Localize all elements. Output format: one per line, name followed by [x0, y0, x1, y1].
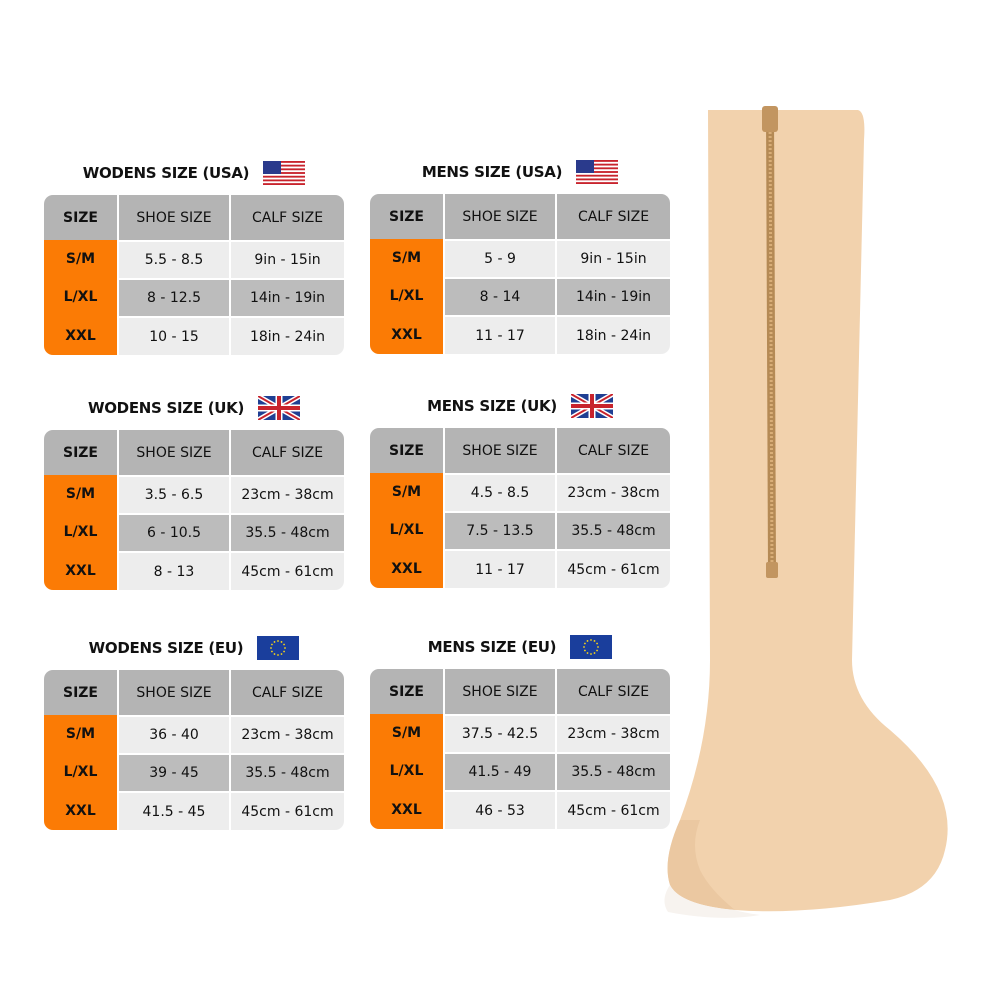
size-label: L/XL	[370, 511, 443, 549]
column-header: SHOE SIZE	[117, 430, 229, 475]
column-header: SHOE SIZE	[443, 194, 555, 239]
size-label: XXL	[370, 790, 443, 829]
table-cell: 8 - 14	[443, 277, 555, 315]
column-header: CALF SIZE	[229, 430, 344, 475]
table-cell: 23cm - 38cm	[555, 714, 670, 752]
size-label: L/XL	[44, 278, 117, 316]
size-label: S/M	[370, 473, 443, 511]
column-header: CALF SIZE	[555, 428, 670, 473]
chart-title: MENS SIZE (EU)	[370, 635, 670, 659]
column-header: SIZE	[44, 670, 117, 715]
size-label: XXL	[44, 551, 117, 590]
size-label: S/M	[44, 240, 117, 278]
chart-title: WODENS SIZE (EU)	[44, 636, 344, 660]
table-cell: 7.5 - 13.5	[443, 511, 555, 549]
table-cell: 23cm - 38cm	[229, 475, 344, 513]
table-cell: 35.5 - 48cm	[229, 753, 344, 791]
table-cell: 9in - 15in	[229, 240, 344, 278]
table-cell: 23cm - 38cm	[229, 715, 344, 753]
table-cell: 5 - 9	[443, 239, 555, 277]
chart-title: WODENS SIZE (UK)	[44, 396, 344, 420]
table-cell: 37.5 - 42.5	[443, 714, 555, 752]
table-cell: 45cm - 61cm	[229, 551, 344, 590]
table-cell: 18in - 24in	[229, 316, 344, 355]
size-label: S/M	[370, 239, 443, 277]
size-label: S/M	[44, 475, 117, 513]
table-cell: 14in - 19in	[555, 277, 670, 315]
table-cell: 36 - 40	[117, 715, 229, 753]
eu-flag-icon	[257, 636, 300, 660]
table-cell: 45cm - 61cm	[555, 549, 670, 588]
usa-flag-icon	[576, 160, 619, 184]
column-header: SIZE	[370, 428, 443, 473]
zipper-compression-sock-image	[664, 106, 948, 918]
table-cell: 35.5 - 48cm	[555, 511, 670, 549]
size-table: SIZE SHOE SIZE CALF SIZE S/M 3.5 - 6.5 23cm -…	[44, 430, 344, 590]
column-header: SIZE	[370, 669, 443, 714]
size-label: S/M	[370, 714, 443, 752]
chart-title: WODENS SIZE (USA)	[44, 161, 344, 185]
table-cell: 8 - 12.5	[117, 278, 229, 316]
size-label: L/XL	[44, 513, 117, 551]
chart-title: MENS SIZE (UK)	[370, 394, 670, 418]
table-cell: 41.5 - 49	[443, 752, 555, 790]
column-header: SIZE	[44, 195, 117, 240]
table-cell: 45cm - 61cm	[555, 790, 670, 829]
table-cell: 35.5 - 48cm	[555, 752, 670, 790]
table-cell: 10 - 15	[117, 316, 229, 355]
size-table: SIZE SHOE SIZE CALF SIZE S/M 5 - 9 9in - 15in…	[370, 194, 670, 354]
column-header: SIZE	[44, 430, 117, 475]
size-label: XXL	[44, 316, 117, 355]
chart-title-text: WODENS SIZE (USA)	[82, 164, 250, 182]
table-cell: 45cm - 61cm	[229, 791, 344, 830]
table-cell: 35.5 - 48cm	[229, 513, 344, 551]
column-header: SHOE SIZE	[443, 428, 555, 473]
table-cell: 9in - 15in	[555, 239, 670, 277]
table-cell: 41.5 - 45	[117, 791, 229, 830]
column-header: SHOE SIZE	[117, 670, 229, 715]
chart-title-text: WODENS SIZE (EU)	[88, 639, 244, 657]
table-cell: 11 - 17	[443, 549, 555, 588]
eu-flag-icon	[570, 635, 613, 659]
size-table: SIZE SHOE SIZE CALF SIZE S/M 5.5 - 8.5 9in - …	[44, 195, 344, 355]
column-header: CALF SIZE	[555, 194, 670, 239]
size-table: SIZE SHOE SIZE CALF SIZE S/M 36 - 40 23cm - 3…	[44, 670, 344, 830]
column-header: SIZE	[370, 194, 443, 239]
table-cell: 4.5 - 8.5	[443, 473, 555, 511]
chart-title-text: MENS SIZE (EU)	[427, 638, 557, 656]
size-table: SIZE SHOE SIZE CALF SIZE S/M 4.5 - 8.5 23cm -…	[370, 428, 670, 588]
size-label: L/XL	[44, 753, 117, 791]
table-cell: 14in - 19in	[229, 278, 344, 316]
size-label: S/M	[44, 715, 117, 753]
table-cell: 3.5 - 6.5	[117, 475, 229, 513]
uk-flag-icon	[258, 396, 301, 420]
column-header: CALF SIZE	[229, 195, 344, 240]
table-cell: 18in - 24in	[555, 315, 670, 354]
size-label: L/XL	[370, 277, 443, 315]
size-label: L/XL	[370, 752, 443, 790]
table-cell: 39 - 45	[117, 753, 229, 791]
column-header: SHOE SIZE	[117, 195, 229, 240]
chart-title-text: MENS SIZE (UK)	[427, 397, 557, 415]
chart-title-text: WODENS SIZE (UK)	[87, 399, 245, 417]
table-cell: 6 - 10.5	[117, 513, 229, 551]
chart-title-text: MENS SIZE (USA)	[421, 163, 563, 181]
table-cell: 8 - 13	[117, 551, 229, 590]
column-header: CALF SIZE	[555, 669, 670, 714]
table-cell: 46 - 53	[443, 790, 555, 829]
table-cell: 23cm - 38cm	[555, 473, 670, 511]
uk-flag-icon	[570, 394, 613, 418]
chart-title: MENS SIZE (USA)	[370, 160, 670, 184]
size-table: SIZE SHOE SIZE CALF SIZE S/M 37.5 - 42.5 23cm…	[370, 669, 670, 829]
table-cell: 5.5 - 8.5	[117, 240, 229, 278]
usa-flag-icon	[263, 161, 306, 185]
column-header: CALF SIZE	[229, 670, 344, 715]
size-label: XXL	[44, 791, 117, 830]
column-header: SHOE SIZE	[443, 669, 555, 714]
size-label: XXL	[370, 315, 443, 354]
size-label: XXL	[370, 549, 443, 588]
table-cell: 11 - 17	[443, 315, 555, 354]
